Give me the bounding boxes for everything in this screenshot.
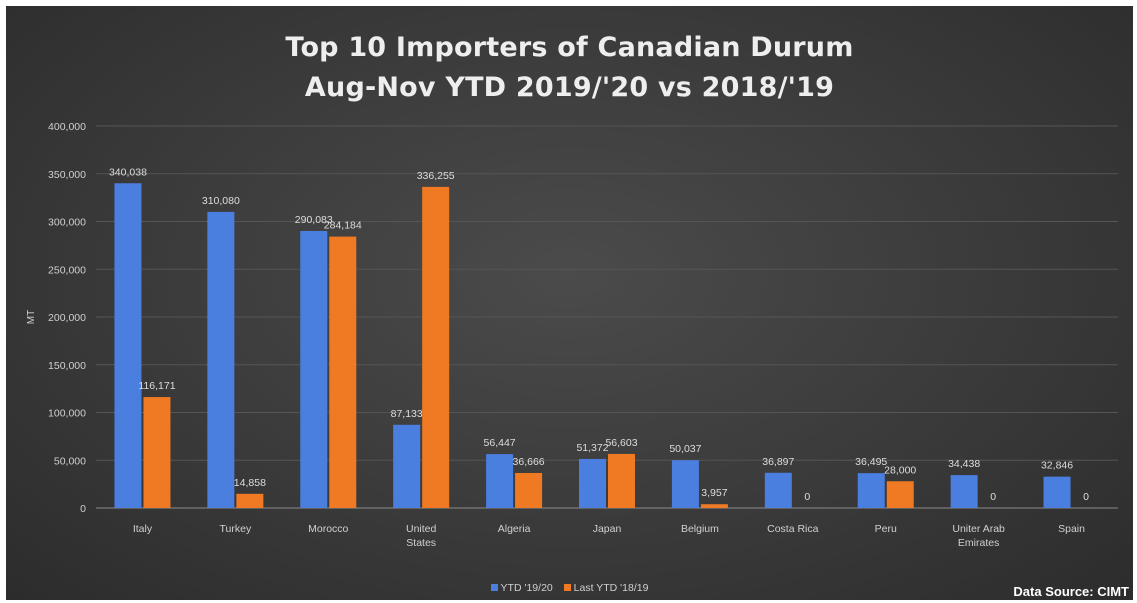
data-label-last-ytd: 3,957 (701, 487, 727, 499)
bar-ytd (579, 458, 606, 508)
x-category-label: Turkey (220, 523, 252, 535)
data-label-last-ytd: 0 (1083, 491, 1089, 503)
y-tick-label: 200,000 (48, 312, 86, 324)
data-label-ytd: 310,080 (202, 195, 240, 207)
y-tick-label: 250,000 (48, 264, 86, 276)
data-label-last-ytd: 14,858 (234, 477, 266, 489)
data-label-last-ytd: 0 (804, 491, 810, 503)
data-label-last-ytd: 336,255 (417, 170, 455, 182)
data-label-last-ytd: 116,171 (138, 380, 175, 392)
bar-ytd (1043, 476, 1071, 508)
bar-ytd (300, 230, 328, 508)
bar-ytd (393, 424, 421, 508)
data-label-ytd: 51,372 (576, 442, 608, 454)
data-label-ytd: 56,447 (484, 437, 516, 449)
bar-last-ytd (608, 453, 635, 508)
data-label-last-ytd: 284,184 (324, 220, 362, 232)
bar-ytd (207, 211, 235, 508)
data-label-ytd: 36,495 (855, 456, 887, 468)
bar-last-ytd (886, 481, 914, 508)
y-tick-label: 300,000 (48, 217, 86, 229)
bar-chart: 0 50,000 100,000 150,000 200,000 250,000 300,0… (26, 121, 1118, 549)
data-label-ytd: 32,846 (1041, 460, 1073, 472)
data-label-last-ytd: 56,603 (605, 437, 637, 449)
bar-last-ytd (236, 493, 264, 508)
bar-last-ytd (422, 186, 450, 509)
y-tick-label: 50,000 (54, 455, 86, 467)
y-tick-label: 100,000 (48, 408, 86, 420)
legend-item-ytd: YTD '19/20 (490, 582, 553, 594)
x-category-label: Uniter Arab (952, 523, 1005, 535)
x-category-label: Italy (133, 523, 153, 535)
data-label-last-ytd: 36,666 (513, 456, 545, 468)
x-category-label: Algeria (498, 523, 531, 535)
x-category-label: Emirates (958, 537, 999, 549)
data-label-ytd: 50,037 (669, 443, 701, 455)
data-label-last-ytd: 0 (990, 491, 996, 503)
bar-ytd (114, 183, 142, 508)
y-tick-label: 0 (80, 503, 86, 515)
x-category-label: States (406, 537, 436, 549)
legend-swatch-last-ytd (563, 584, 571, 591)
x-category-label: Japan (593, 523, 622, 535)
bar-ytd (486, 454, 514, 508)
x-category-label: United (406, 523, 437, 535)
x-category-label: Belgium (681, 523, 719, 535)
data-label-last-ytd: 28,000 (884, 464, 916, 476)
bar-ytd (950, 475, 978, 508)
y-tick-label: 400,000 (48, 121, 86, 133)
chart-title: Top 10 Importers of Canadian Durum (285, 32, 854, 63)
legend-swatch-ytd (490, 584, 498, 591)
x-category-label: Peru (875, 523, 897, 535)
data-label-ytd: 36,897 (762, 456, 794, 468)
bar-last-ytd (329, 236, 357, 508)
legend-label-ytd: YTD '19/20 (500, 582, 553, 594)
data-label-ytd: 290,083 (295, 214, 333, 226)
data-label-ytd: 34,438 (948, 458, 980, 470)
data-label-ytd: 340,038 (109, 166, 147, 178)
bar-ytd (857, 473, 885, 508)
y-tick-label: 150,000 (48, 360, 86, 372)
x-category-label: Morocco (308, 523, 348, 535)
chart-frame: Top 10 Importers of Canadian Durum Aug-N… (6, 6, 1133, 600)
y-tick-label: 350,000 (48, 169, 86, 181)
x-category-label: Spain (1058, 523, 1085, 535)
bar-last-ytd (143, 397, 171, 508)
x-category-label: Costa Rica (767, 523, 819, 535)
data-label-ytd: 87,133 (391, 408, 423, 420)
y-axis-label: MT (26, 310, 37, 324)
bar-last-ytd (515, 472, 543, 508)
legend-label-last-ytd: Last YTD '18/19 (573, 582, 649, 594)
bar-ytd (764, 472, 792, 508)
chart-subtitle: Aug-Nov YTD 2019/'20 vs 2018/'19 (304, 72, 835, 103)
data-source-note: Data Source: CIMT (1013, 584, 1129, 599)
bar-ytd (671, 460, 699, 508)
legend-item-last-ytd: Last YTD '18/19 (563, 582, 649, 594)
chart-legend: YTD '19/20 Last YTD '18/19 (6, 582, 1133, 594)
bar-last-ytd (700, 504, 728, 508)
